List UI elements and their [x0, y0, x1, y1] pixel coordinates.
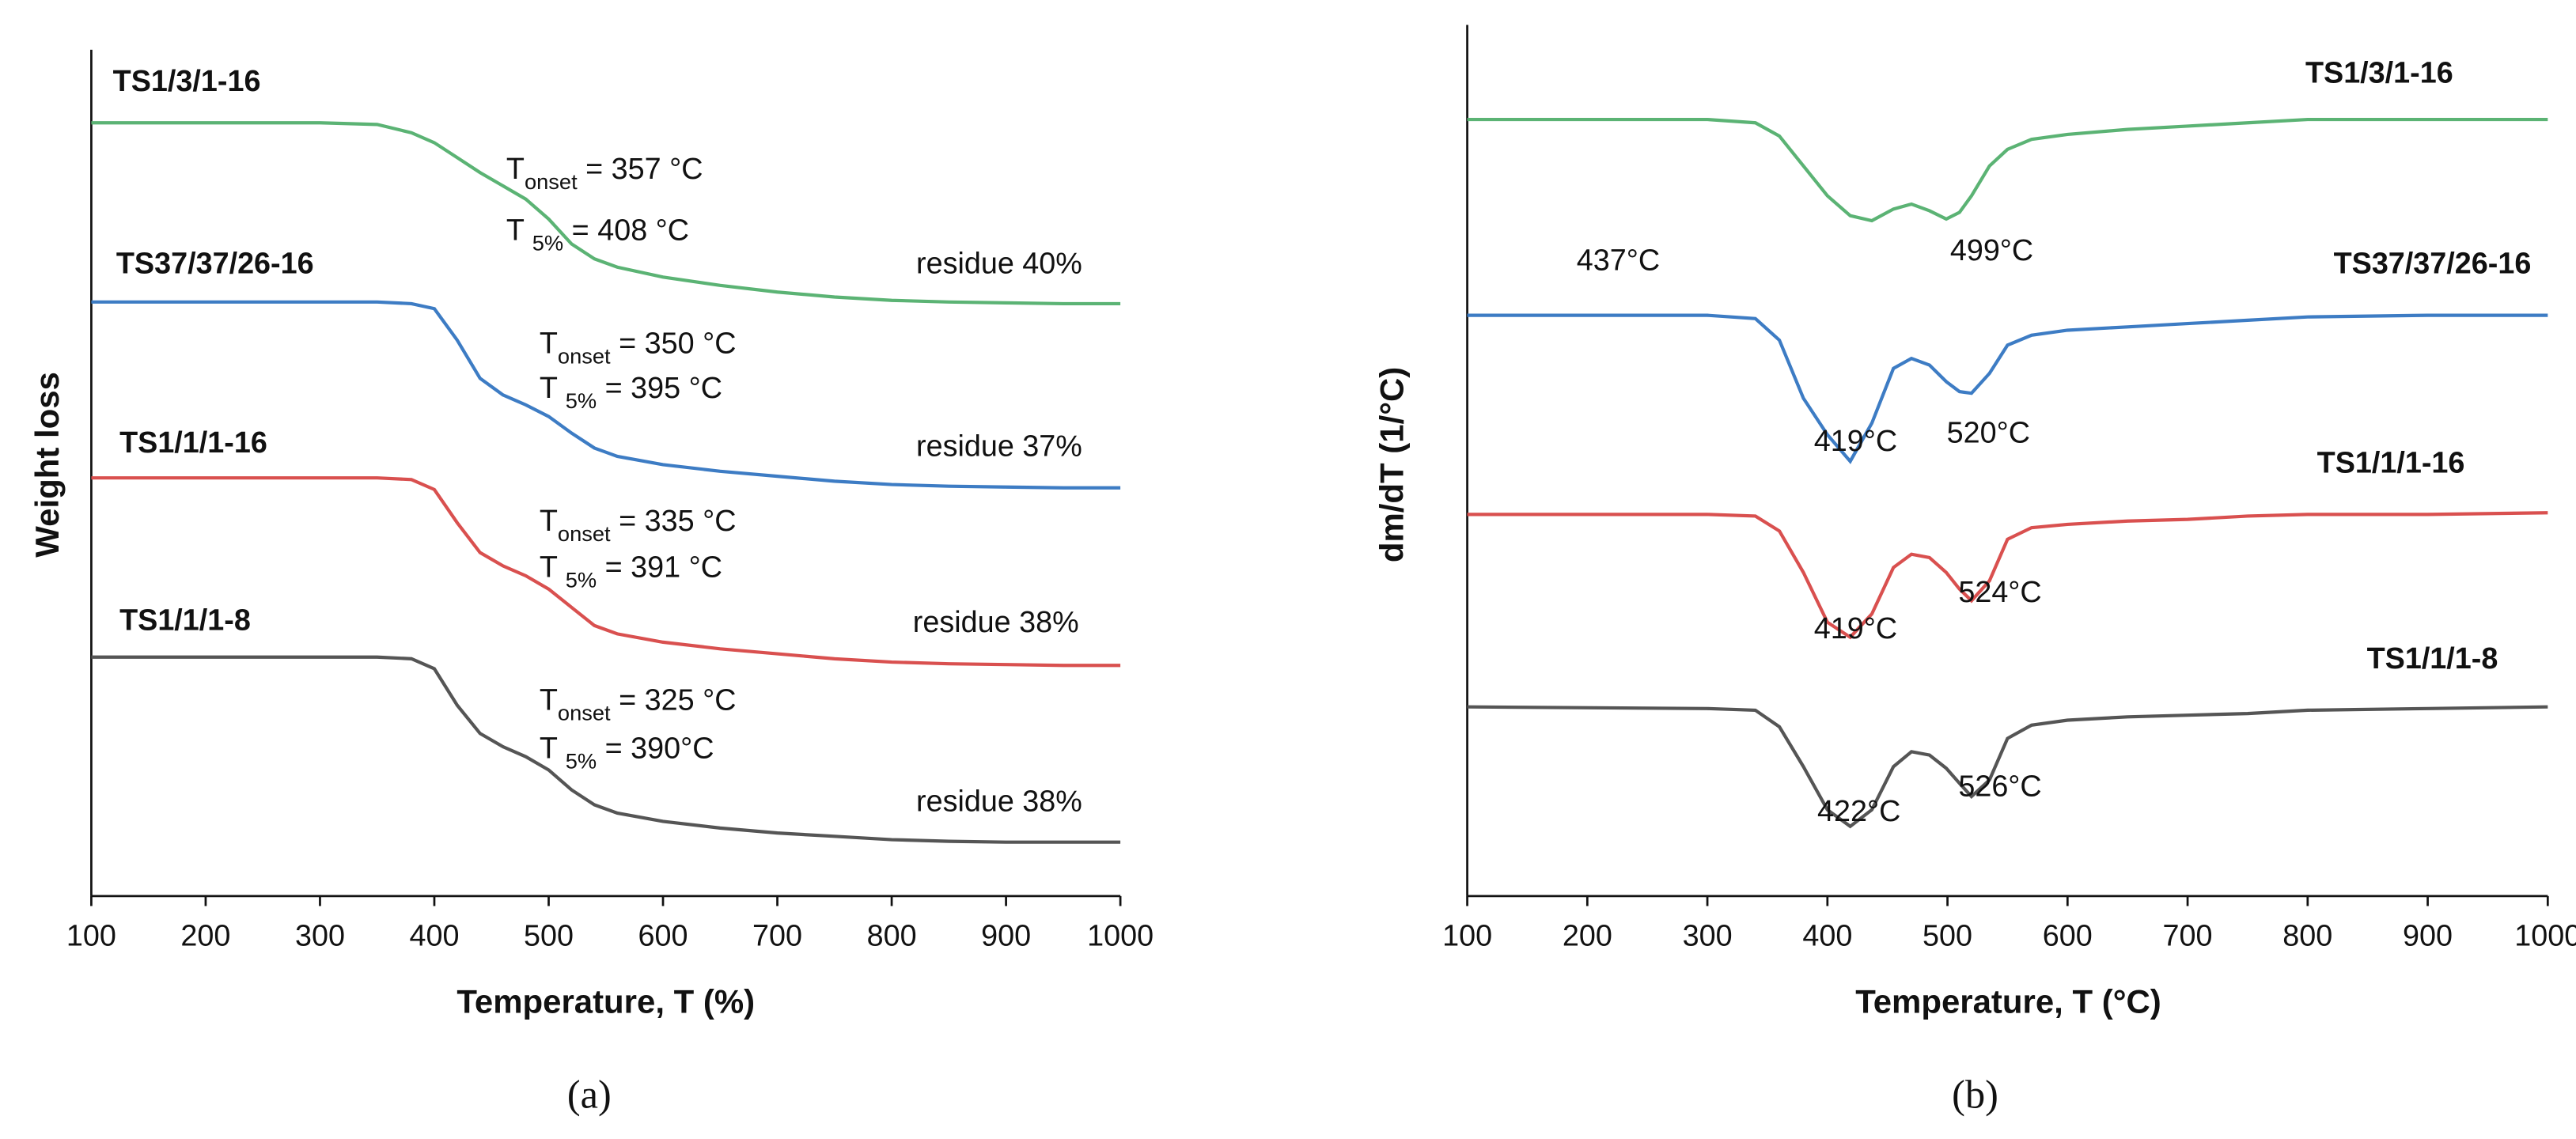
series-label: TS1/1/1-16	[2317, 446, 2465, 479]
x-tick-label: 900	[981, 919, 1031, 952]
series-line	[91, 121, 1121, 306]
x-tick-label: 300	[1683, 919, 1733, 952]
annotation-part: onset	[558, 700, 611, 725]
series-line	[1467, 313, 2548, 464]
x-tick-label: 200	[1563, 919, 1612, 952]
annotation: T 5% = 390°C	[540, 732, 714, 773]
x-tick-label: 1000	[2514, 919, 2576, 952]
annotation-part: T	[540, 372, 566, 405]
x-tick-label: 900	[2403, 919, 2453, 952]
x-tick-label: 800	[2282, 919, 2332, 952]
annotation-part: = 350 °C	[611, 327, 737, 360]
annotation: 419°C	[1814, 425, 1897, 458]
annotation-part: 5%	[566, 388, 597, 413]
annotation-part: onset	[558, 343, 611, 368]
annotation: Tonset = 325 °C	[540, 683, 737, 725]
annotation: Tonset = 350 °C	[540, 327, 737, 368]
series-label: TS1/3/1-16	[113, 65, 261, 98]
annotation-part: T	[540, 732, 566, 765]
annotation-part: T	[540, 505, 558, 538]
annotation: Tonset = 335 °C	[540, 505, 737, 546]
annotation-part: T	[540, 327, 558, 360]
series-line	[1467, 511, 2548, 640]
annotation-part: 5%	[532, 230, 563, 255]
x-tick-label: 800	[867, 919, 917, 952]
x-axis-title: Temperature, T (%)	[456, 982, 755, 1020]
x-tick-label: 100	[1442, 919, 1492, 952]
y-axis-title: Weight loss	[28, 372, 66, 558]
annotation-part: T	[540, 683, 558, 717]
annotation: 419°C	[1814, 612, 1897, 645]
x-tick-label: 200	[180, 919, 230, 952]
annotation-part: T	[506, 214, 532, 248]
annotation-part: 5%	[566, 567, 597, 592]
x-tick-label: 100	[66, 919, 116, 952]
y-axis-title: dm/dT (1/°C)	[1373, 367, 1410, 562]
series-line	[91, 655, 1121, 844]
annotation: residue 38%	[913, 606, 1079, 639]
annotation-part: 5%	[566, 748, 597, 773]
series-line	[1467, 117, 2548, 223]
x-tick-label: 700	[752, 919, 802, 952]
x-tick-label: 400	[409, 919, 459, 952]
annotation-part: T	[506, 153, 525, 186]
x-tick-label: 300	[295, 919, 345, 952]
x-tick-label: 400	[1802, 919, 1852, 952]
series-line	[91, 300, 1121, 490]
annotation-part: onset	[558, 521, 611, 546]
annotation-part: = 408 °C	[563, 214, 689, 248]
series-label: TS1/3/1-16	[2305, 56, 2453, 89]
x-tick-label: 700	[2163, 919, 2213, 952]
annotation: 520°C	[1947, 417, 2030, 450]
annotation: residue 37%	[916, 429, 1082, 463]
x-tick-label: 500	[524, 919, 574, 952]
annotation: T 5% = 408 °C	[506, 214, 689, 255]
series-line	[91, 476, 1121, 668]
annotation-part: = 395 °C	[597, 372, 722, 405]
panel-caption: (a)	[567, 1072, 612, 1116]
x-tick-label: 1000	[1087, 919, 1154, 952]
annotation-part: = 391 °C	[597, 551, 722, 585]
x-tick-label: 600	[638, 919, 688, 952]
annotation: 524°C	[1958, 576, 2041, 609]
annotation: residue 40%	[916, 248, 1082, 281]
annotation-part: = 325 °C	[611, 683, 737, 717]
annotation: 526°C	[1958, 770, 2041, 803]
series-label: TS1/1/1-8	[119, 604, 251, 638]
panel-caption: (b)	[1952, 1072, 1998, 1116]
x-tick-label: 500	[1923, 919, 1972, 952]
series-label: TS1/1/1-16	[119, 426, 267, 460]
annotation-part: = 335 °C	[611, 505, 737, 538]
annotation: 437°C	[1577, 244, 1660, 277]
annotation-part: T	[540, 551, 566, 585]
annotation-part: onset	[525, 169, 578, 194]
annotation: 499°C	[1950, 234, 2033, 267]
annotation: Tonset = 357 °C	[506, 153, 703, 194]
series-label: TS37/37/26-16	[2334, 248, 2532, 281]
annotation: 422°C	[1817, 795, 1900, 828]
annotation: T 5% = 395 °C	[540, 372, 722, 413]
x-axis-title: Temperature, T (°C)	[1855, 982, 2161, 1020]
series-label: TS1/1/1-8	[2367, 642, 2498, 675]
annotation-part: = 390°C	[597, 732, 714, 765]
series-label: TS37/37/26-16	[116, 248, 314, 281]
series-line	[1467, 705, 2548, 829]
annotation: T 5% = 391 °C	[540, 551, 722, 592]
x-tick-label: 600	[2043, 919, 2093, 952]
annotation: residue 38%	[916, 785, 1082, 818]
annotation-part: = 357 °C	[578, 153, 703, 186]
